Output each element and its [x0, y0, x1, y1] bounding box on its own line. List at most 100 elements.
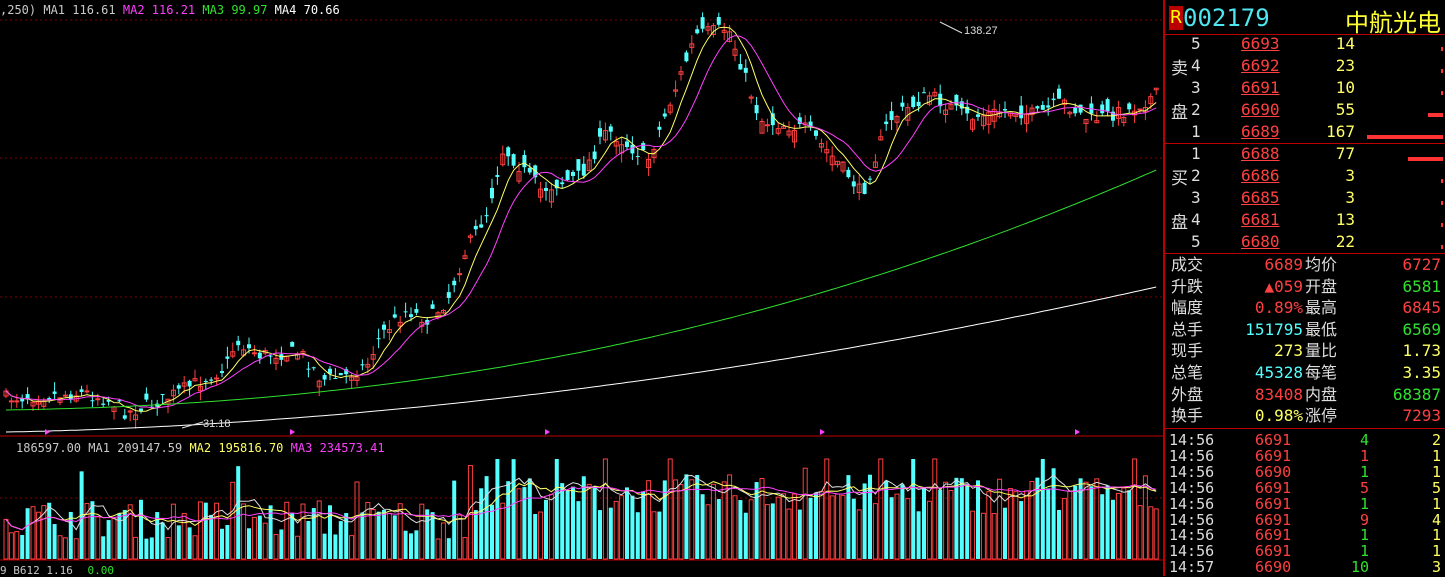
stock-code[interactable]: 002179: [1183, 4, 1270, 32]
trade-price: 6690: [1255, 558, 1292, 577]
ma3-value: 99.97: [231, 3, 268, 17]
level-price[interactable]: 6689: [1241, 122, 1280, 141]
kline-chart-canvas[interactable]: 138.27 31.18: [0, 0, 1163, 576]
stat-value: 6569: [1402, 319, 1441, 339]
bid-level-row[interactable]: 5 6680 22: [1165, 231, 1445, 253]
volume-bar: [20, 534, 25, 559]
volume-bar: [571, 486, 575, 559]
candle-body: [333, 377, 338, 379]
volume-value: 186597.00: [16, 441, 82, 455]
candle-body: [581, 163, 586, 176]
stat-value: 0.98%: [1254, 406, 1303, 426]
volume-bar: [814, 492, 818, 559]
candle-body: [349, 376, 355, 381]
candle-body: [30, 401, 36, 407]
bid-level-row[interactable]: 4 6681 13: [1165, 209, 1445, 231]
volume-bar: [764, 504, 770, 560]
trade-time: 14:56: [1169, 462, 1215, 481]
trade-time: 14:56: [1169, 526, 1215, 545]
candle-body: [700, 17, 705, 29]
level-price[interactable]: 6688: [1241, 144, 1280, 163]
divider: [1165, 143, 1445, 144]
candle-body: [1013, 114, 1019, 117]
trade-row[interactable]: 14:56 6691 1 1: [1165, 496, 1445, 512]
volume-bar: [203, 502, 208, 559]
volume-bar: [279, 529, 284, 559]
candle-body: [911, 96, 916, 107]
volume-bar: [300, 503, 306, 560]
volume-bar: [846, 475, 851, 559]
volume-bar: [290, 512, 295, 559]
level-price[interactable]: 6693: [1241, 34, 1280, 53]
ask-level-row[interactable]: 2 6690 55: [1165, 99, 1445, 121]
level-price[interactable]: 6690: [1241, 100, 1280, 119]
candle-body: [344, 369, 349, 375]
low-marker-line: [181, 421, 204, 429]
ask-level-row[interactable]: 3 6691 10: [1165, 77, 1445, 99]
trade-row[interactable]: 14:56 6691 5 5: [1165, 480, 1445, 496]
trade-row[interactable]: 14:56 6690 1 1: [1165, 464, 1445, 480]
volume-bar: [409, 533, 413, 559]
candle-body: [544, 188, 548, 191]
volume-bar: [630, 495, 635, 559]
volume-bar: [457, 514, 463, 560]
candle-body: [1105, 99, 1110, 112]
trade-volume: 1: [1359, 462, 1369, 481]
stat-row: 外盘 83408 内盘 68387: [1165, 384, 1445, 405]
ask-level-row[interactable]: 1 6689 167: [1165, 121, 1445, 143]
volume-bar: [727, 474, 733, 560]
ma3-label: MA3: [202, 3, 225, 17]
ask-level-row[interactable]: 5 6693 14: [1165, 33, 1445, 55]
bid-level-row[interactable]: 2 6686 3: [1165, 165, 1445, 187]
kline-chart-area[interactable]: 138.27 31.18 ,250) MA1 116.61 MA2 116.21 …: [0, 0, 1163, 577]
candle-body: [268, 355, 273, 357]
volume-bar: [884, 480, 889, 559]
volume-bar: [710, 483, 716, 560]
candle-body: [678, 71, 684, 75]
candle-body: [894, 115, 900, 123]
candle-body: [160, 393, 165, 395]
trade-row[interactable]: 14:56 6691 1 1: [1165, 527, 1445, 543]
volume-bar: [247, 528, 251, 559]
level-price[interactable]: 6680: [1241, 232, 1280, 251]
trade-row[interactable]: 14:56 6691 4 2: [1165, 432, 1445, 448]
candle-body: [829, 155, 835, 166]
trade-row[interactable]: 14:57 6690 10 3: [1165, 559, 1445, 575]
stock-name[interactable]: 中航光电: [1345, 9, 1441, 37]
candle-body: [479, 224, 484, 228]
stat-value: 6845: [1402, 298, 1441, 318]
candle-body: [630, 144, 635, 154]
volume-bar: [721, 481, 727, 560]
level-volume: 77: [1335, 144, 1355, 163]
trade-price: 6691: [1255, 478, 1292, 497]
candle-body: [257, 352, 262, 359]
candle-body: [500, 153, 506, 166]
volume-bar: [1007, 488, 1013, 560]
trade-volume: 10: [1350, 558, 1369, 577]
candle-body: [684, 52, 689, 62]
level-price[interactable]: 6681: [1241, 210, 1280, 229]
trade-row[interactable]: 14:56 6691 1 1: [1165, 448, 1445, 464]
volume-bar: [527, 478, 532, 559]
candle-body: [62, 394, 68, 397]
volume-bar: [35, 511, 41, 560]
volume-bar: [484, 476, 489, 559]
trade-row[interactable]: 14:56 6691 1 1: [1165, 543, 1445, 559]
divider: [1165, 253, 1445, 254]
level-price[interactable]: 6691: [1241, 78, 1280, 97]
level-price[interactable]: 6686: [1241, 166, 1280, 185]
bid-level-row[interactable]: 3 6685 3: [1165, 187, 1445, 209]
trade-row[interactable]: 14:56 6691 9 4: [1165, 512, 1445, 528]
volume-bar: [651, 511, 657, 560]
level-volume-bar: [1441, 223, 1443, 227]
level-price[interactable]: 6692: [1241, 56, 1280, 75]
candle-body: [209, 379, 214, 381]
candle-body: [506, 147, 511, 157]
candle-body: [95, 398, 101, 401]
candle-body: [764, 124, 770, 127]
bid-level-row[interactable]: 1 6688 77: [1165, 143, 1445, 165]
volume-bar: [1121, 487, 1127, 560]
candle-body: [214, 377, 220, 380]
ask-level-row[interactable]: 4 6692 23: [1165, 55, 1445, 77]
level-price[interactable]: 6685: [1241, 188, 1280, 207]
